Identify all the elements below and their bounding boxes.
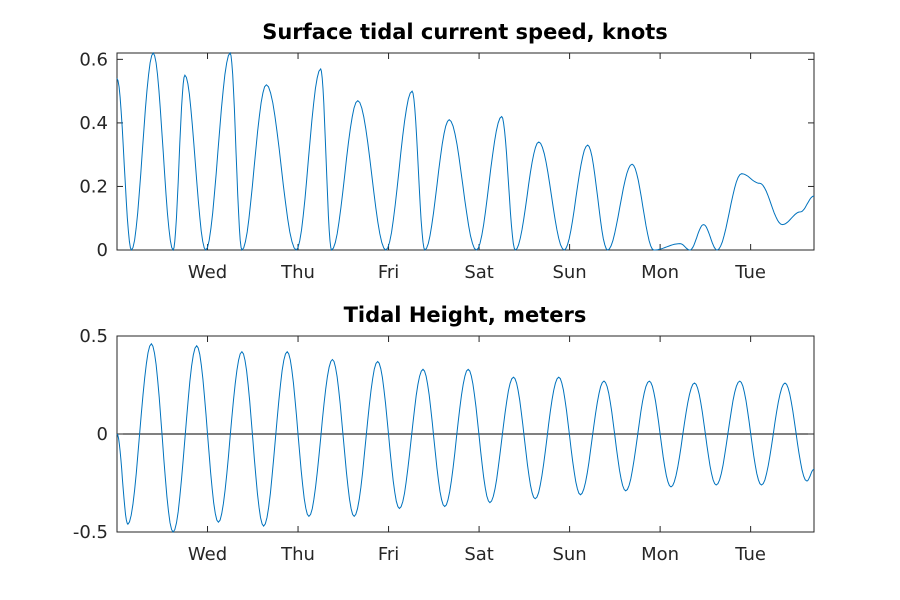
current-speed-series-line (116, 51, 815, 252)
current-speed-ytick-label: 0 (97, 240, 108, 261)
tidal-height-xtick-label: Sat (464, 544, 494, 565)
current-speed-xtick-label: Sat (464, 262, 494, 283)
current-speed-xtick-label: Fri (378, 262, 399, 283)
tidal-height-xtick-label: Mon (641, 544, 679, 565)
tidal-height-panel: Tidal Height, meters -0.5 0 0.5 Wed Thu Fri Sa… (73, 303, 815, 565)
tidal-height-xtick-label: Fri (378, 544, 399, 565)
tidal-height-xtick-label: Thu (280, 544, 315, 565)
tidal-height-xtick-label: Wed (188, 544, 227, 565)
current-speed-ytick-label: 0.4 (79, 113, 108, 134)
tidal-height-plot-area: -0.5 0 0.5 Wed Thu Fri Sat Sun Mon Tue (73, 326, 815, 565)
current-speed-ytick-label: 0.6 (79, 49, 108, 70)
tidal-height-series-line (116, 342, 815, 533)
current-speed-xtick-label: Wed (188, 262, 227, 283)
tidal-height-xtick-label: Tue (734, 544, 766, 565)
tidal-height-ytick-label: 0 (97, 424, 108, 445)
current-speed-plot-area: 0 0.2 0.4 0.6 Wed Thu Fri Sat Sun Mon Tue (79, 49, 815, 283)
current-speed-panel: Surface tidal current speed, knots 00.20… (79, 20, 815, 283)
current-speed-axes-box (116, 52, 815, 251)
current-speed-title: Surface tidal current speed, knots (262, 20, 668, 44)
tidal-height-title: Tidal Height, meters (344, 303, 587, 327)
current-speed-xtick-label: Mon (641, 262, 679, 283)
current-speed-xtick-label: Sun (552, 262, 586, 283)
tidal-height-ytick-label: 0.5 (79, 326, 108, 347)
current-speed-xtick-label: Thu (280, 262, 315, 283)
current-speed-xtick-label: Tue (734, 262, 766, 283)
tidal-height-ytick-label: -0.5 (73, 522, 108, 543)
tidal-height-xtick-label: Sun (552, 544, 586, 565)
current-speed-ytick-label: 0.2 (79, 176, 108, 197)
